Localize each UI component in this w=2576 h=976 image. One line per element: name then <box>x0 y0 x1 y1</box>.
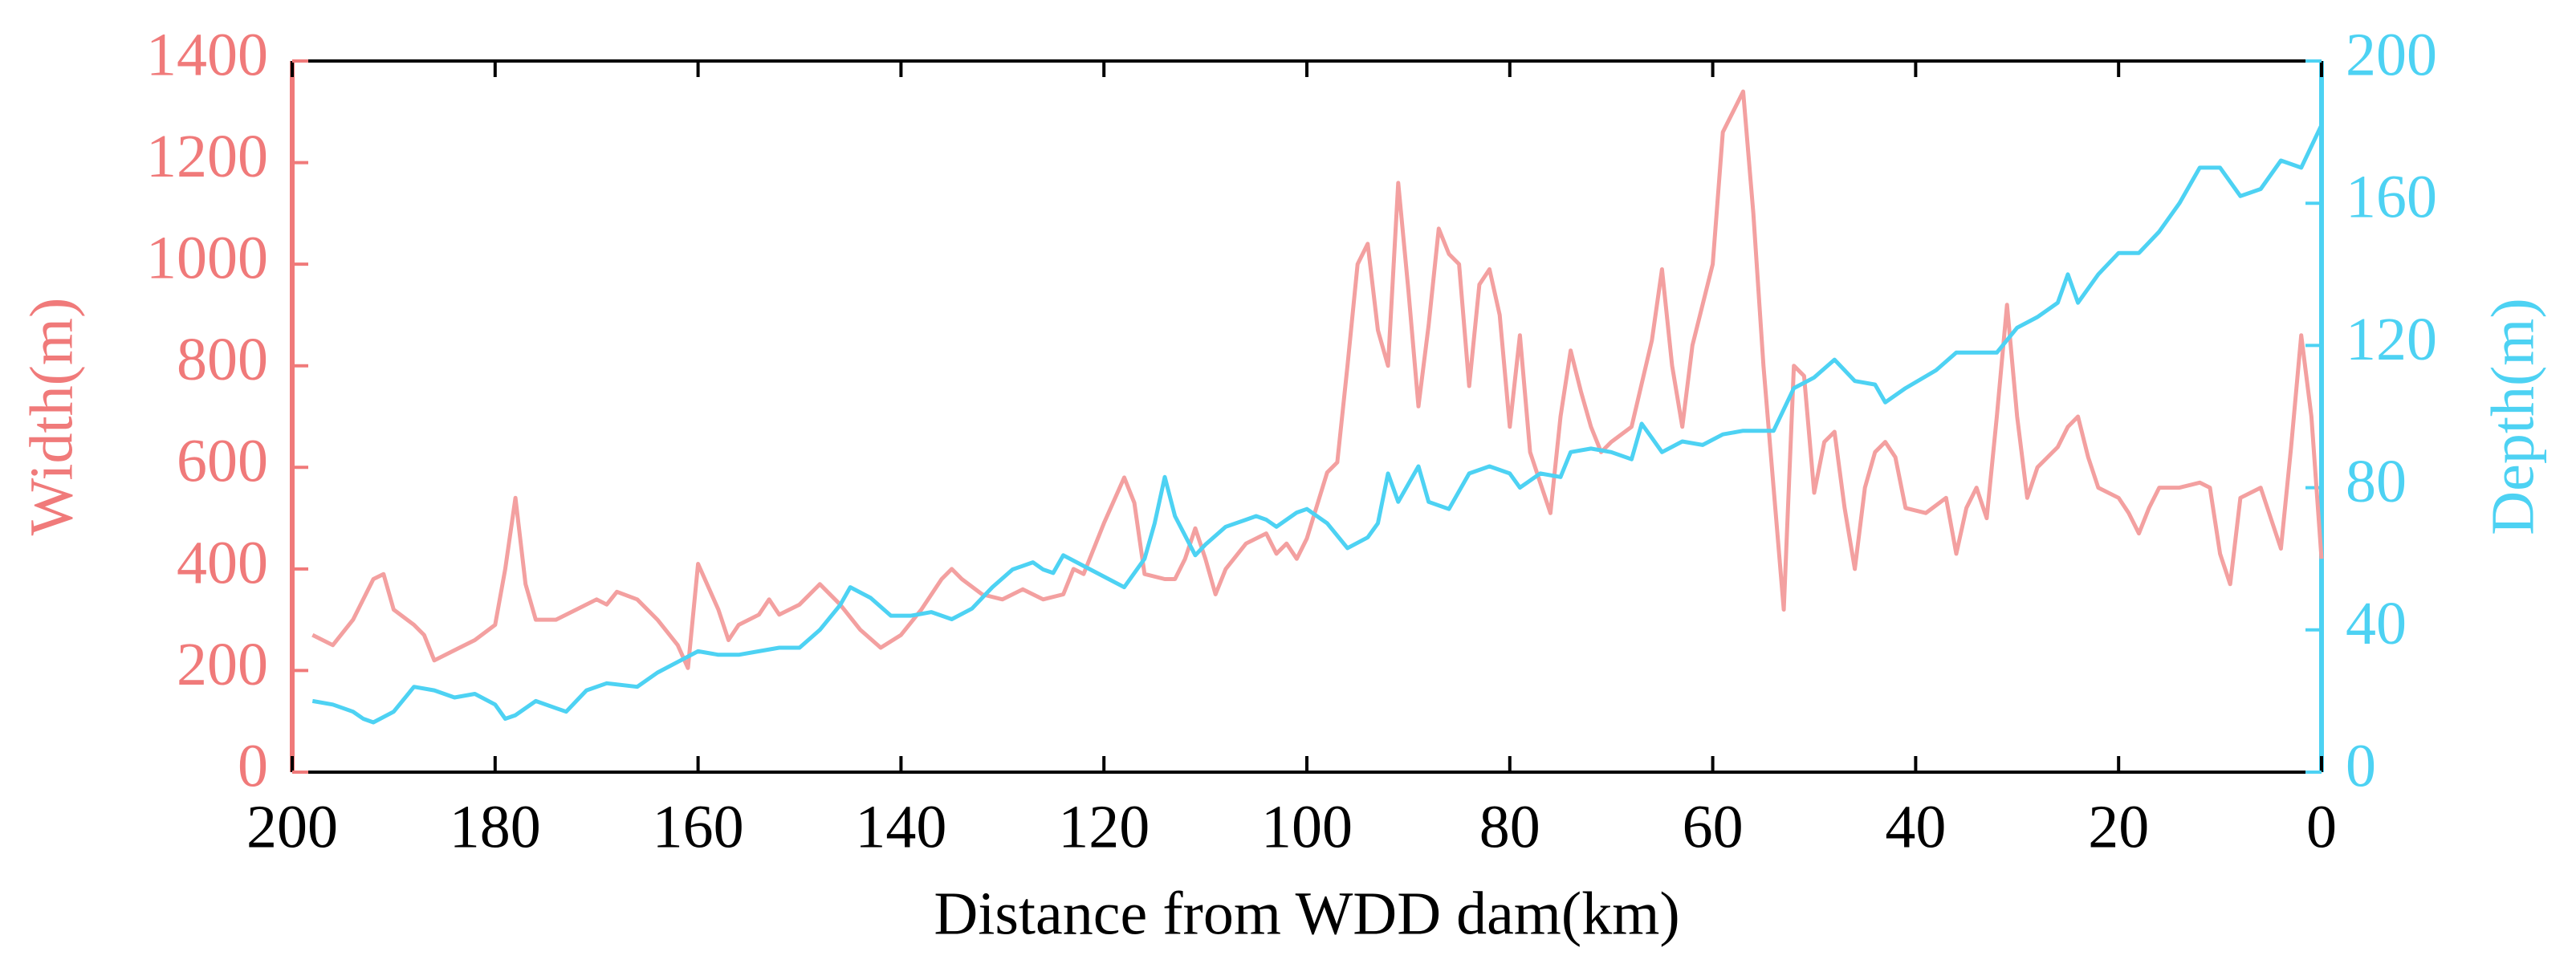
x-tick-label: 80 <box>1479 793 1540 860</box>
x-tick-label: 0 <box>2306 793 2337 860</box>
y-axis-label: Width(m) <box>18 298 85 536</box>
data-line <box>311 124 2324 725</box>
y-tick-label: 1000 <box>146 225 268 292</box>
y2-tick-label: 80 <box>2346 448 2407 515</box>
y2-tick-label: 200 <box>2346 21 2437 88</box>
x-tick-label: 160 <box>653 793 744 860</box>
y-tick-label: 800 <box>177 326 268 393</box>
x-axis-label: Distance from WDD dam(km) <box>934 880 1679 947</box>
x-tick-label: 180 <box>450 793 541 860</box>
y2-tick-label: 0 <box>2346 732 2376 799</box>
y-tick-label: 600 <box>177 428 268 495</box>
x-tick-label: 40 <box>1885 793 1946 860</box>
y-tick-label: 0 <box>238 732 268 799</box>
y2-tick-label: 120 <box>2346 306 2437 373</box>
x-tick-label: 100 <box>1261 793 1353 860</box>
x-tick-label: 140 <box>855 793 946 860</box>
y2-tick-label: 160 <box>2346 164 2437 231</box>
x-tick-label: 200 <box>246 793 338 860</box>
y2-axis-label: Depth(m) <box>2479 298 2546 535</box>
y-tick-label: 1200 <box>146 123 268 190</box>
data-line <box>311 89 2324 670</box>
y2-tick-label: 40 <box>2346 590 2407 657</box>
y-tick-label: 200 <box>177 631 268 698</box>
y-tick-label: 400 <box>177 529 268 596</box>
x-tick-label: 20 <box>2088 793 2149 860</box>
y-tick-label: 1400 <box>146 21 268 88</box>
x-tick-label: 60 <box>1683 793 1744 860</box>
x-tick-label: 120 <box>1058 793 1150 860</box>
